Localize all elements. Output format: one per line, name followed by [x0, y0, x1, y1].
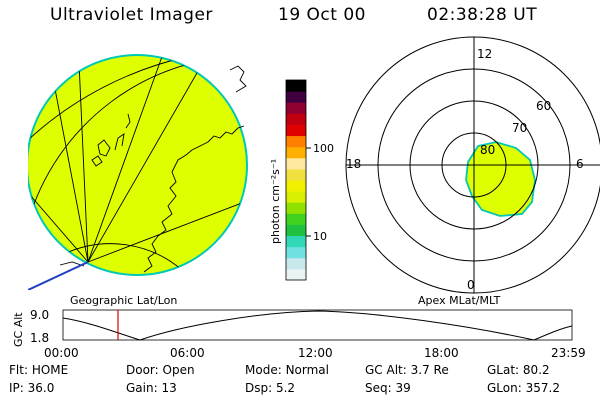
altitude-curve — [62, 310, 573, 341]
mlat-label-80: 80 — [480, 143, 495, 157]
mlt-label-18: 18 — [346, 157, 361, 171]
colorbar-cell — [286, 157, 306, 170]
status-gain: Gain: 13 — [126, 381, 177, 395]
colorbar-frame — [285, 79, 307, 281]
colorbar-cell — [286, 213, 306, 225]
mlt-label-6: 6 — [576, 157, 584, 171]
altitude-ytick-bottom: 1.8 — [30, 331, 49, 345]
status-door: Door: Open — [126, 363, 195, 377]
time-tick-0000: 00:00 — [44, 346, 79, 360]
colorbar-tick-label-10: 10 — [313, 230, 327, 243]
altitude-ytick-top: 9.0 — [30, 308, 49, 322]
terminator-line — [28, 261, 89, 290]
colorbar-cell — [286, 180, 306, 192]
colorbar-cell — [286, 80, 306, 92]
colorbar: 100 10 photon cm⁻²s⁻¹ — [269, 79, 334, 281]
colorbar-cell — [286, 268, 306, 281]
status-glon: GLon: 357.2 — [487, 381, 560, 395]
altitude-ylabel: GC Alt — [12, 312, 25, 347]
earth-disk-image — [28, 54, 248, 276]
instrument-title: Ultraviolet Imager — [50, 5, 213, 25]
colorbar-cell — [286, 191, 306, 203]
status-glat: GLat: 80.2 — [487, 363, 550, 377]
colorbar-cell — [286, 135, 306, 148]
colorbar-unit-label: photon cm⁻²s⁻¹ — [269, 159, 282, 244]
colorbar-cells — [286, 80, 306, 281]
mlt-label-0: 0 — [467, 278, 475, 292]
colorbar-cell — [286, 124, 306, 137]
colorbar-cell — [286, 224, 306, 237]
geographic-map — [28, 54, 248, 290]
colorbar-cell — [286, 168, 306, 181]
status-dsp: Dsp: 5.2 — [245, 381, 296, 395]
polar-plot: 12 0 18 6 60 70 80 — [345, 36, 600, 294]
altitude-plot-frame — [62, 309, 573, 341]
status-seq: Seq: 39 — [365, 381, 411, 395]
polar-grid — [345, 36, 600, 294]
colorbar-cell — [286, 113, 306, 125]
time-tick-1200: 12:00 — [298, 346, 333, 360]
colorbar-cell — [286, 246, 306, 259]
status-ip: IP: 36.0 — [9, 381, 55, 395]
colorbar-cell — [286, 235, 306, 248]
colorbar-tick-label-100: 100 — [313, 142, 334, 155]
colorbar-cell — [286, 146, 306, 159]
right-panel-caption: Apex MLat/MLT — [418, 294, 501, 307]
time-tick-1800: 18:00 — [424, 346, 459, 360]
time-tick-2359: 23:59 — [551, 346, 586, 360]
mlat-label-60: 60 — [536, 99, 551, 113]
colorbar-cell — [286, 102, 306, 114]
colorbar-cell — [286, 202, 306, 214]
colorbar-cell — [286, 91, 306, 103]
mlat-label-70: 70 — [512, 121, 527, 135]
status-mode: Mode: Normal — [245, 363, 329, 377]
observation-time: 02:38:28 UT — [427, 5, 538, 25]
time-tick-0600: 06:00 — [170, 346, 205, 360]
mlt-label-12: 12 — [477, 47, 492, 61]
left-panel-caption: Geographic Lat/Lon — [70, 294, 177, 307]
observation-date: 19 Oct 00 — [278, 5, 366, 25]
status-flt: Flt: HOME — [9, 363, 69, 377]
status-gc-alt: GC Alt: 3.7 Re — [365, 363, 449, 377]
colorbar-cell — [286, 257, 306, 270]
altitude-plot: GC Alt 9.0 1.8 00:00 06:00 12:00 18:00 2… — [12, 308, 586, 360]
